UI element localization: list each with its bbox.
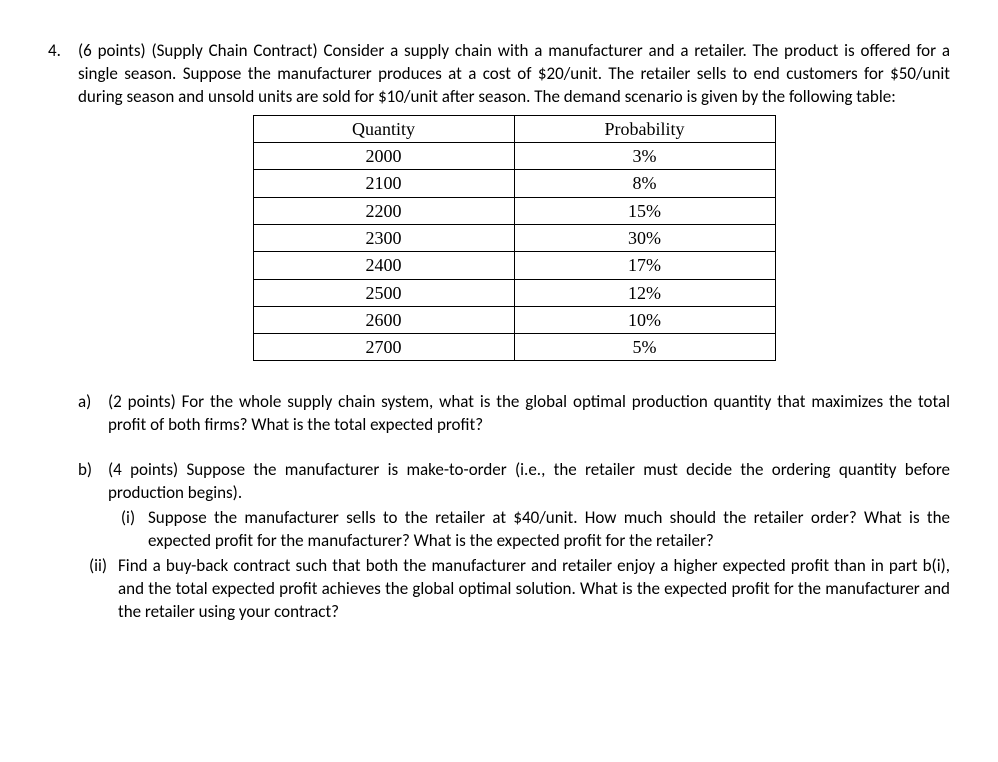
cell-prob: 8% bbox=[514, 170, 775, 197]
cell-qty: 2100 bbox=[253, 170, 514, 197]
part-b-i-text: Suppose the manufacturer sells to the re… bbox=[148, 507, 950, 553]
demand-table: Quantity Probability 20003% 21008% 22001… bbox=[253, 115, 776, 362]
cell-qty: 2500 bbox=[253, 279, 514, 306]
part-b-label: b) bbox=[78, 459, 108, 482]
subparts: a) (2 points) For the whole supply chain… bbox=[78, 391, 950, 623]
part-a-text: (2 points) For the whole supply chain sy… bbox=[108, 391, 950, 437]
part-b: b) (4 points) Suppose the manufacturer i… bbox=[78, 459, 950, 624]
question-block: 4. (6 points) (Supply Chain Contract) Co… bbox=[48, 40, 950, 109]
table-row: 230030% bbox=[253, 225, 775, 252]
cell-qty: 2000 bbox=[253, 143, 514, 170]
part-b-intro: (4 points) Suppose the manufacturer is m… bbox=[108, 459, 950, 505]
cell-qty: 2400 bbox=[253, 252, 514, 279]
table-row: 260010% bbox=[253, 306, 775, 333]
table-row: 240017% bbox=[253, 252, 775, 279]
cell-qty: 2600 bbox=[253, 306, 514, 333]
col-header-probability: Probability bbox=[514, 115, 775, 142]
part-a-label: a) bbox=[78, 391, 108, 414]
table-row: 20003% bbox=[253, 143, 775, 170]
table-row: 27005% bbox=[253, 334, 775, 361]
part-a: a) (2 points) For the whole supply chain… bbox=[78, 391, 950, 437]
question-heading: (6 points) (Supply Chain Contract) Consi… bbox=[78, 40, 950, 109]
cell-prob: 12% bbox=[514, 279, 775, 306]
part-b-i: (i) Suppose the manufacturer sells to th… bbox=[108, 507, 950, 553]
part-b-ii-text: Find a buy-back contract such that both … bbox=[118, 555, 950, 624]
table-row: 250012% bbox=[253, 279, 775, 306]
question-number: 4. bbox=[48, 40, 78, 63]
cell-prob: 3% bbox=[514, 143, 775, 170]
part-b-i-label: (i) bbox=[108, 507, 148, 530]
cell-prob: 5% bbox=[514, 334, 775, 361]
table-wrapper: Quantity Probability 20003% 21008% 22001… bbox=[78, 115, 950, 362]
cell-prob: 17% bbox=[514, 252, 775, 279]
cell-prob: 10% bbox=[514, 306, 775, 333]
table-row: 220015% bbox=[253, 197, 775, 224]
part-b-body: (4 points) Suppose the manufacturer is m… bbox=[108, 459, 950, 624]
part-b-ii: (ii) Find a buy-back contract such that … bbox=[78, 555, 950, 624]
part-b-ii-label: (ii) bbox=[78, 555, 118, 578]
table-row: 21008% bbox=[253, 170, 775, 197]
table-body: 20003% 21008% 220015% 230030% 240017% 25… bbox=[253, 143, 775, 361]
cell-qty: 2300 bbox=[253, 225, 514, 252]
cell-qty: 2700 bbox=[253, 334, 514, 361]
cell-prob: 30% bbox=[514, 225, 775, 252]
cell-qty: 2200 bbox=[253, 197, 514, 224]
cell-prob: 15% bbox=[514, 197, 775, 224]
col-header-quantity: Quantity bbox=[253, 115, 514, 142]
table-header-row: Quantity Probability bbox=[253, 115, 775, 142]
